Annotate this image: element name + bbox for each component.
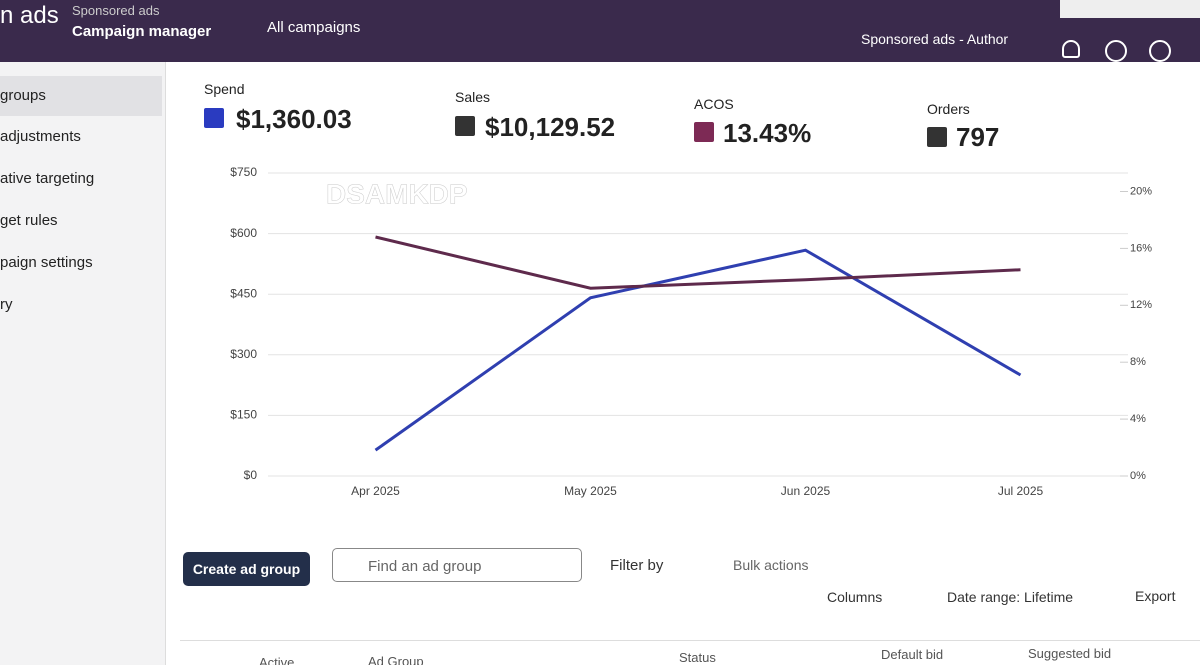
brand: n ads — [0, 2, 59, 29]
sidebar-item[interactable]: ative targeting — [0, 170, 95, 187]
account[interactable]: Sponsored ads - Author — [861, 31, 1009, 47]
y2-tick-label: 20% — [1130, 185, 1152, 197]
x-tick-label: May 2025 — [564, 484, 617, 498]
header: n ads Sponsored ads Campaign manager All… — [0, 0, 1200, 62]
y2-tick-label: 8% — [1130, 356, 1146, 368]
date-range-button[interactable]: Date range: Lifetime — [947, 589, 1074, 605]
export-button[interactable]: Export — [1135, 588, 1176, 604]
sidebar-item[interactable]: paign settings — [0, 254, 93, 271]
series-line — [374, 248, 1022, 452]
browser-strip — [1060, 0, 1200, 18]
swatch — [455, 116, 475, 136]
y-tick-label: $300 — [230, 347, 257, 361]
x-tick-label: Jun 2025 — [781, 484, 831, 498]
filter-button[interactable]: Filter by — [610, 557, 664, 574]
watermark: DSAMKDP — [326, 178, 468, 209]
y-tick-label: $450 — [230, 286, 257, 300]
product: Sponsored ads — [72, 3, 160, 18]
metric-value: 797 — [956, 122, 1000, 152]
metric-label[interactable]: Sales — [455, 89, 491, 105]
column-header[interactable]: Status — [679, 650, 716, 665]
metric-label[interactable]: Orders — [927, 101, 970, 117]
y2-tick-label: 0% — [1130, 470, 1146, 482]
sidebar-item[interactable]: adjustments — [0, 128, 81, 145]
metric-value: $1,360.03 — [236, 104, 352, 134]
column-header[interactable]: Default bid — [881, 647, 944, 662]
x-tick-label: Apr 2025 — [351, 484, 400, 498]
column-header[interactable]: Ad Group — [368, 654, 424, 665]
y-tick-label: $750 — [230, 165, 257, 179]
sidebar-item[interactable]: get rules — [0, 212, 58, 229]
bell-icon[interactable] — [1062, 40, 1080, 58]
bulk-button[interactable]: Bulk actions — [733, 557, 809, 573]
sidebar-item[interactable]: groups — [0, 87, 46, 104]
y2-tick-label: 16% — [1130, 242, 1152, 254]
y-tick-label: $0 — [244, 468, 258, 482]
profile-icon[interactable] — [1149, 40, 1171, 62]
create-button[interactable]: Create ad group — [183, 552, 310, 586]
metric-value: $10,129.52 — [485, 112, 616, 142]
y2-tick-label: 12% — [1130, 299, 1152, 311]
search-placeholder: Find an ad group — [368, 558, 482, 575]
section[interactable]: Campaign manager — [72, 23, 212, 40]
metric-label[interactable]: ACOS — [694, 96, 734, 112]
series-line — [375, 235, 1021, 290]
nav-link[interactable]: All campaigns — [267, 19, 361, 36]
swatch — [204, 108, 224, 128]
divider — [180, 640, 1200, 641]
swatch — [927, 127, 947, 147]
help-icon[interactable] — [1105, 40, 1127, 62]
columns-button[interactable]: Columns — [827, 589, 883, 605]
sidebar: groups adjustments ative targeting get r… — [0, 62, 166, 665]
metric-value: 13.43% — [723, 118, 812, 148]
y-tick-label: $600 — [230, 226, 257, 240]
y2-tick-label: 4% — [1130, 413, 1146, 425]
active-highlight — [0, 76, 162, 116]
column-header[interactable]: Active — [259, 655, 295, 665]
metric-label[interactable]: Spend — [204, 81, 245, 97]
search-box[interactable] — [332, 548, 582, 582]
column-header[interactable]: Suggested bid — [1028, 646, 1112, 661]
x-tick-label: Jul 2025 — [998, 484, 1044, 498]
y-tick-label: $150 — [230, 408, 257, 422]
sidebar-item[interactable]: ry — [0, 296, 13, 313]
swatch — [694, 122, 714, 142]
